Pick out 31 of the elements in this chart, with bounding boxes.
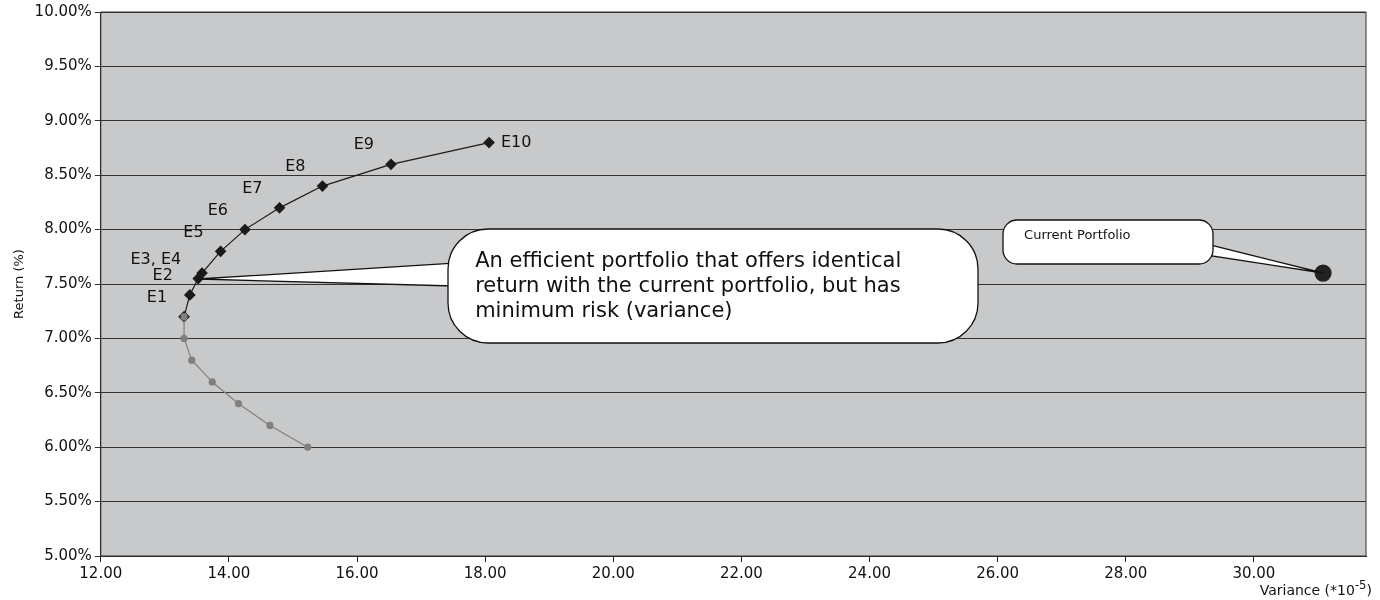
data-label: E9 [353, 134, 374, 154]
x-tick-label: 26.00 [976, 563, 1020, 582]
data-label: E7 [242, 178, 263, 197]
y-tick-label: 8.00% [44, 219, 92, 238]
y-axis-title: Return (%) [11, 249, 27, 319]
data-label: E3, E4 [130, 248, 182, 268]
data-label: E6 [207, 199, 228, 219]
x-tick-label: 22.00 [719, 563, 763, 582]
y-tick-label: 5.50% [44, 491, 92, 510]
y-tick-label: 6.00% [44, 437, 92, 456]
annotation: Current Portfolio [1003, 220, 1214, 264]
y-tick-label: 7.00% [44, 328, 92, 347]
annotation: An efficient portfolio that offers identical return with the current portfolio, but has minimum risk (variance) [448, 228, 979, 343]
x-tick-label: 12.00 [79, 563, 123, 582]
x-tick-label: 28.00 [1104, 563, 1148, 582]
x-tick-label: 16.00 [335, 563, 379, 582]
x-tick-label: 24.00 [848, 563, 891, 582]
y-tick-label: 9.50% [44, 56, 92, 75]
x-tick-label: 20.00 [591, 563, 635, 582]
y-tick-label: 9.00% [44, 110, 92, 129]
x-tick-label: 18.00 [463, 563, 507, 582]
data-label: E1 [146, 286, 168, 306]
data-label: E10 [501, 131, 532, 151]
y-tick-label: 7.50% [44, 273, 92, 292]
data-label: E8 [285, 156, 306, 176]
y-tick-label: 6.50% [44, 382, 92, 401]
data-label: E2 [152, 265, 173, 285]
y-tick-label: 8.50% [44, 165, 92, 184]
y-tick-label: 10.00% [34, 1, 92, 20]
y-tick-label: 5.00% [44, 545, 92, 564]
x-tick-label: 14.00 [207, 563, 251, 582]
